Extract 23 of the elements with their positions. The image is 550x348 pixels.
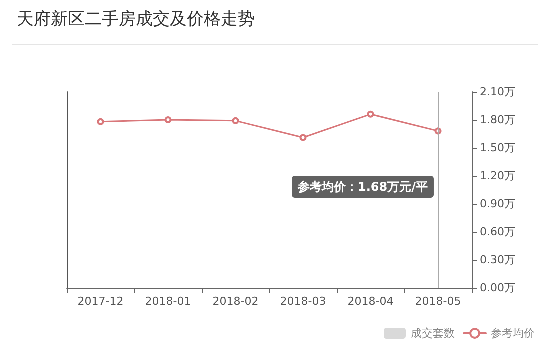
point [367,110,374,118]
y2-tick-label: 1.50万 [480,142,516,154]
point [300,134,307,142]
y2-tick-label: 0.60万 [480,226,516,238]
x-tick-label: 2018-04 [348,295,394,308]
y2-tick-label: 0.30万 [480,254,516,266]
legend-label: 参考均价 [491,327,535,340]
y2-tick-label: 0.00万 [480,282,516,294]
y2-tick-label: 1.20万 [480,170,516,182]
y2-tick-label: 2.10万 [480,86,516,98]
y2-tick-label: 1.80万 [480,114,516,126]
annotation: 参考均价：1.68万元/平 [297,180,428,194]
x-tick-label: 2018-01 [145,295,192,308]
y2-tick-label: 0.90万 [480,198,516,210]
point [164,116,172,124]
x-tick-label: 2018-03 [280,295,326,308]
legend-label: 成交套数 [411,327,455,340]
x-tick-label: 2018-02 [212,295,259,308]
x-tick-label: 2017-12 [78,295,124,308]
point [232,117,240,124]
point [97,118,104,126]
chart-title: 天府新区二手房成交及价格走势 [17,10,255,30]
x-tick-label: 2018-05 [415,295,462,308]
